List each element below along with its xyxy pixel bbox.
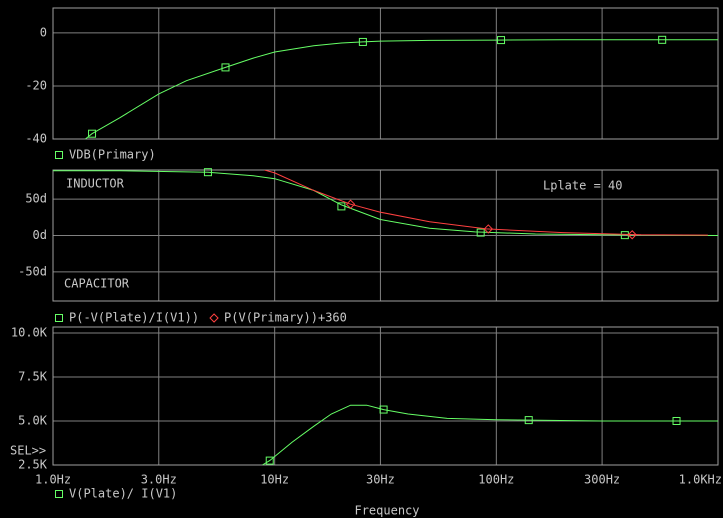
y-tick-label: 10.0K — [11, 325, 48, 339]
annotation: SEL>> — [10, 444, 46, 458]
data-marker — [627, 230, 637, 240]
data-marker — [345, 199, 356, 209]
x-tick-label: 3.0Hz — [141, 473, 177, 487]
data-marker — [265, 456, 274, 465]
plot-frame — [52, 7, 719, 140]
data-marker — [524, 416, 533, 425]
data-marker — [88, 129, 97, 138]
y-tick-label: -40 — [25, 132, 47, 146]
y-tick-label: 7.5K — [18, 369, 48, 383]
y-tick-label: 50d — [25, 192, 47, 206]
data-marker — [358, 37, 367, 46]
series-line — [85, 39, 718, 139]
annotation: INDUCTOR — [66, 177, 125, 191]
x-tick-label: 10Hz — [260, 473, 289, 487]
legend-symbol — [209, 313, 219, 323]
data-marker — [483, 224, 494, 234]
y-tick-label: -50d — [18, 264, 47, 278]
legend-label: P(V(Primary))+360 — [224, 311, 347, 325]
series-line — [53, 170, 718, 236]
x-tick-label: 30Hz — [366, 473, 395, 487]
data-marker — [476, 228, 485, 237]
annotation: CAPACITOR — [64, 277, 130, 291]
data-marker — [658, 35, 667, 44]
data-marker — [672, 416, 681, 425]
y-tick-label: 0 — [40, 25, 47, 39]
annotation: Lplate = 40 — [543, 179, 622, 193]
x-tick-label: 100Hz — [478, 473, 514, 487]
y-tick-label: 0d — [33, 228, 47, 242]
series-line — [264, 170, 708, 236]
x-tick-label: 1.0Hz — [35, 473, 71, 487]
legend-label: P(-V(Plate)/I(V1)) — [69, 311, 199, 325]
x-tick-label: 1.0KHz — [679, 473, 722, 487]
data-marker — [497, 36, 506, 45]
y-tick-label: -20 — [25, 78, 47, 92]
x-tick-label: 300Hz — [584, 473, 620, 487]
y-tick-label: 2.5K — [18, 458, 48, 472]
legend-symbol — [55, 314, 63, 322]
data-marker — [203, 168, 212, 177]
legend-label: VDB(Primary) — [69, 148, 156, 162]
legend-label: V(Plate)/ I(V1) — [69, 487, 177, 501]
legend-symbol — [55, 151, 63, 159]
series-line — [262, 404, 718, 465]
x-axis-label: Frequency — [354, 504, 419, 518]
y-tick-label: 5.0K — [18, 413, 48, 427]
legend-symbol — [55, 490, 63, 498]
data-marker — [379, 405, 388, 414]
data-marker — [337, 202, 346, 211]
data-marker — [221, 63, 230, 72]
plot-frame — [52, 326, 719, 466]
